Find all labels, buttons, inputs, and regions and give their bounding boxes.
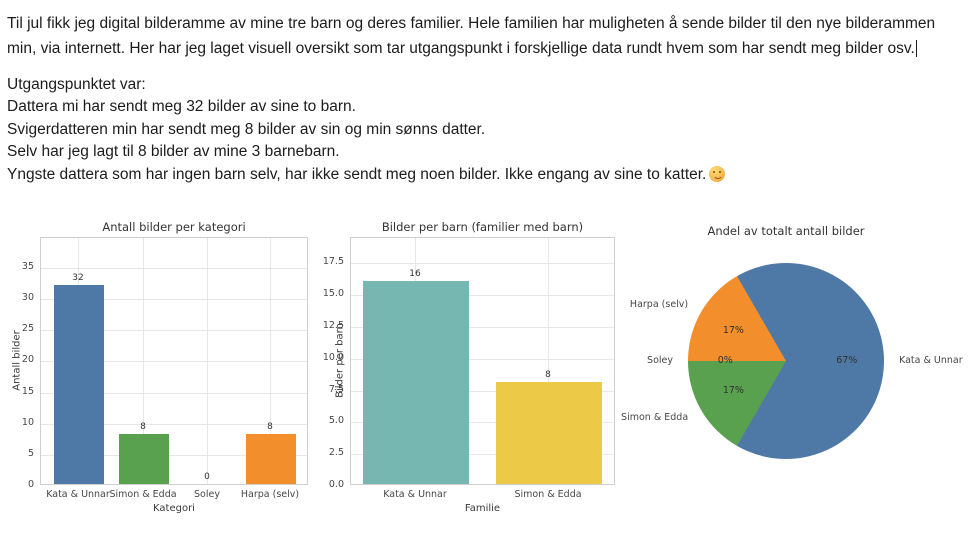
pie-pct-label: 17% [722,385,744,397]
pie-slice-label: Soley [647,355,673,366]
chart-title: Bilder per barn (familier med barn) [381,220,584,234]
doc-line[interactable]: Yngste dattera som har ingen barn selv, … [7,164,965,186]
gridline-vertical [548,238,549,484]
gridline-horizontal [351,263,614,265]
y-tick-label: 17.5 [322,256,344,268]
x-tick-label: Simon & Edda [514,489,582,500]
x-tick-label: Kata & Unnar [383,489,447,500]
gridline-horizontal [351,358,614,360]
y-tick-label: 15.0 [322,288,344,300]
x-axis-label: Kategori [153,503,195,514]
y-tick-label: 10 [21,416,34,428]
y-tick-label: 7.5 [328,383,344,395]
pie-slice-label: Harpa (selv) [629,298,689,310]
x-tick-label: Soley [194,489,220,500]
pie-slice-label: Simon & Edda [621,411,689,423]
x-tick-label: Kata & Unnar [46,489,110,500]
pie-pct-label: 67% [836,355,858,366]
y-tick-label: 0 [27,479,34,490]
gridline-vertical [207,238,208,484]
gridline-vertical [143,238,144,484]
doc-line[interactable]: Dattera mi har sendt meg 32 bilder av si… [7,98,356,116]
gridline-vertical [270,238,271,484]
doc-line-text: Yngste dattera som har ingen barn selv, … [7,165,707,183]
gridline-horizontal [41,330,307,332]
y-axis-label: Bilder per barn [334,323,346,398]
bar-kata-unnar [54,285,104,484]
y-tick-label: 25 [21,323,34,335]
gridline-horizontal [351,422,614,424]
bar-value-label: 8 [140,422,146,432]
gridline-horizontal [41,267,307,269]
bar-simon-edda [496,382,602,484]
y-tick-label: 2.5 [328,447,344,459]
doc-line[interactable]: Utgangspunktet var: [7,76,146,93]
intro-paragraph[interactable]: Til jul fikk jeg digital bilderamme av m… [7,11,965,61]
gridline-horizontal [41,423,307,425]
gridline-horizontal [41,299,307,301]
bar-simon-edda [119,434,169,484]
y-tick-label: 10.0 [322,351,344,363]
bar-value-label: 8 [267,422,273,432]
intro-text: Til jul fikk jeg digital bilderamme av m… [7,15,936,57]
smiling-emoji-icon [709,165,726,182]
y-tick-label: 30 [21,292,34,304]
plot-area [40,237,308,485]
chart-title: Antall bilder per kategori [102,220,246,234]
gridline-horizontal [41,392,307,394]
bar-value-label: 16 [409,269,421,279]
pie-pct-label: 17% [722,324,744,336]
pie-slice-label: Kata & Unnar [899,355,963,366]
y-tick-label: 15 [21,385,34,397]
x-tick-label: Harpa (selv) [240,489,300,500]
bar-value-label: 32 [72,273,84,283]
chart-andel-av-totalt[interactable]: Andel av totalt antall bilder 17% Harpa (s… [621,218,973,518]
x-tick-label: Simon & Edda [109,489,177,500]
chart-bilder-per-barn[interactable]: Bilder per barn (familier med barn) 0.0 2.… [323,218,633,518]
pie-pct-label: 0% [717,355,733,366]
doc-line[interactable]: Svigerdatteren min har sendt meg 8 bilde… [7,120,486,138]
bar-value-label: 8 [545,370,551,380]
doc-line[interactable]: Selv har jeg lagt til 8 bilder av mine 3… [7,143,340,161]
y-tick-label: 35 [21,260,34,272]
document-text-area[interactable]: Til jul fikk jeg digital bilderamme av m… [7,11,965,186]
pie-circle [688,263,884,459]
plot-area [350,237,615,485]
bar-value-label: 0 [204,472,210,482]
gridline-horizontal [351,454,614,456]
y-tick-label: 12.5 [322,320,344,332]
bar-kata-unnar [363,281,469,484]
bar-harpa-selv- [246,434,296,484]
chart-title: Andel av totalt antall bilder [707,224,865,238]
gridline-horizontal [351,295,614,297]
x-axis-label: Familie [464,503,501,514]
text-cursor [915,40,917,57]
gridline-horizontal [351,390,614,392]
chart-antall-bilder-per-kategori[interactable]: Antall bilder per kategori 0 5 10 15 20 25 30 35… [8,218,333,518]
y-tick-label: 20 [21,354,34,366]
y-tick-label: 0.0 [328,479,344,490]
y-tick-label: 5 [27,447,34,459]
gridline-horizontal [41,361,307,363]
gridline-horizontal [41,454,307,456]
y-axis-label: Antall bilder [11,330,23,391]
gridline-horizontal [351,327,614,329]
y-tick-label: 5.0 [328,415,344,427]
